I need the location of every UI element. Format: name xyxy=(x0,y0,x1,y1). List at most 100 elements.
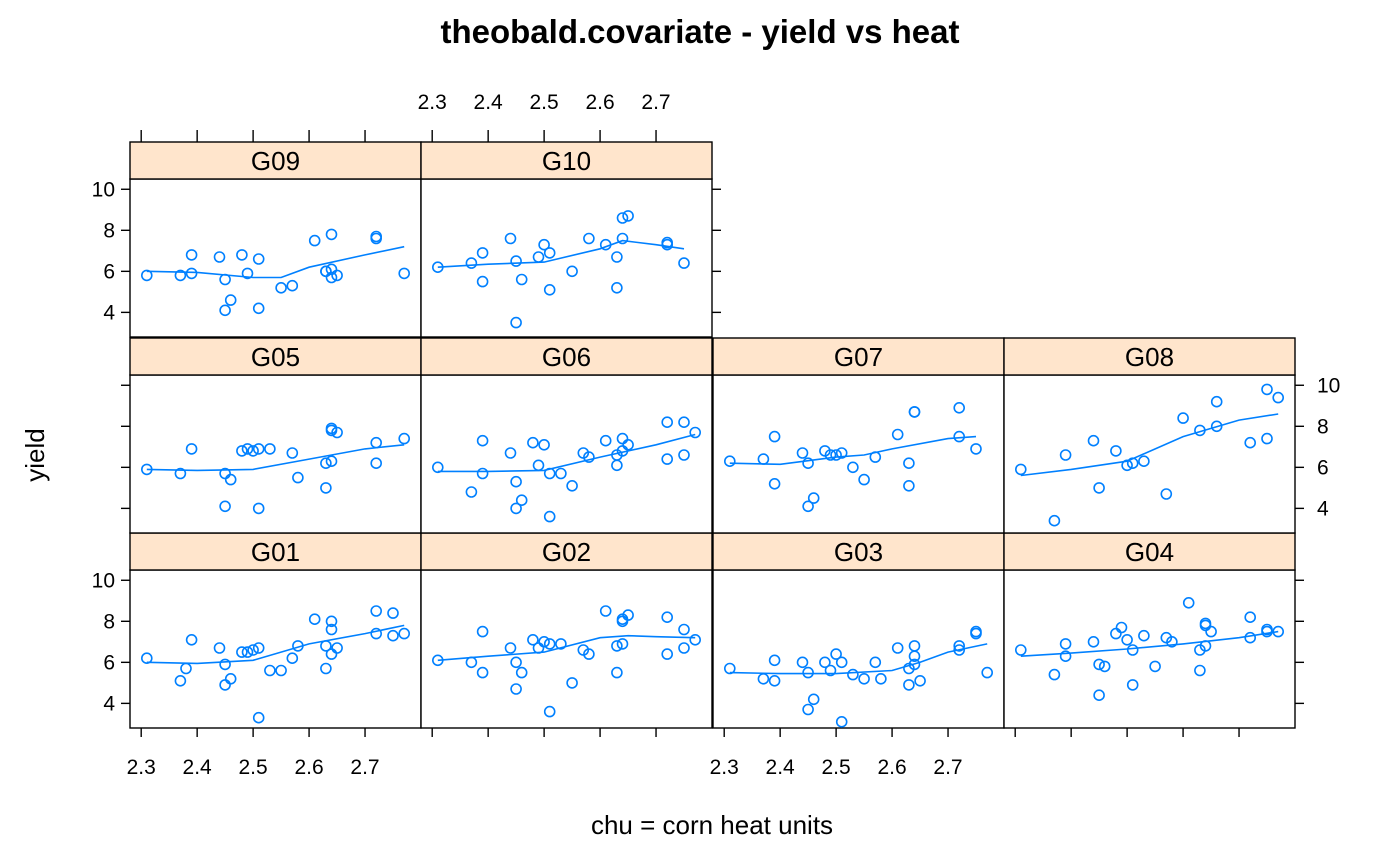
data-point xyxy=(1048,514,1061,527)
data-point xyxy=(504,447,517,459)
data-point xyxy=(538,635,550,648)
data-point xyxy=(869,451,882,463)
data-point xyxy=(308,613,321,626)
panel-g01: G01 2.3 2.4 2.5 2.6 2.7 4 6 8 10 xyxy=(92,532,422,779)
data-point xyxy=(476,434,489,447)
data-point xyxy=(622,609,634,621)
data-point xyxy=(847,461,859,474)
data-point xyxy=(286,652,299,665)
x-tick-label: 2.5 xyxy=(530,91,559,114)
data-point xyxy=(286,279,299,292)
data-point xyxy=(325,455,338,468)
data-point xyxy=(180,662,192,675)
data-point xyxy=(219,304,231,317)
data-point xyxy=(320,662,332,675)
data-point xyxy=(611,640,623,652)
data-point xyxy=(981,666,994,679)
data-point xyxy=(264,664,276,677)
data-point xyxy=(875,672,887,685)
panel-frame xyxy=(1003,374,1296,534)
data-point xyxy=(835,656,848,669)
panel-strip xyxy=(420,532,713,571)
data-point xyxy=(583,451,595,463)
data-point xyxy=(824,449,837,461)
data-point xyxy=(970,627,982,640)
data-point xyxy=(869,656,882,669)
data-point xyxy=(1205,625,1217,638)
data-point xyxy=(331,426,343,439)
data-point xyxy=(398,627,411,640)
data-point xyxy=(1166,635,1178,648)
data-point xyxy=(1261,625,1273,638)
panel-strip xyxy=(712,532,1005,571)
data-point xyxy=(1261,432,1273,445)
strip-label: G09 xyxy=(251,146,300,176)
smooth-line xyxy=(437,634,696,662)
data-point xyxy=(1138,455,1150,468)
data-point xyxy=(1272,625,1284,638)
y-tick-label: 6 xyxy=(103,260,115,283)
data-point xyxy=(431,261,444,274)
data-point xyxy=(689,633,702,646)
data-point xyxy=(504,232,517,245)
data-point xyxy=(802,457,814,470)
data-point xyxy=(320,457,332,470)
data-point xyxy=(802,666,814,679)
data-point xyxy=(599,605,612,617)
y-tick-label: 8 xyxy=(103,219,115,242)
panel-g09: G09 4 6 8 10 xyxy=(92,130,422,338)
x-tick-label: 2.7 xyxy=(641,91,670,114)
data-point xyxy=(796,656,809,669)
data-point xyxy=(465,257,478,269)
data-point xyxy=(611,281,623,294)
data-point xyxy=(1244,631,1256,644)
data-point xyxy=(252,642,265,654)
data-point xyxy=(891,428,904,441)
data-point xyxy=(252,302,265,315)
panel-g03: G03 2.3 2.4 2.5 2.6 2.7 xyxy=(710,532,1005,779)
x-tick-label: 2.3 xyxy=(710,756,739,779)
strip-label: G01 xyxy=(251,537,300,567)
data-point xyxy=(185,633,198,646)
data-point xyxy=(1115,621,1128,634)
data-point xyxy=(510,316,522,329)
panel-frame xyxy=(129,569,422,729)
data-point xyxy=(325,623,338,636)
data-point xyxy=(908,650,921,663)
data-point xyxy=(465,656,478,669)
data-point xyxy=(835,447,848,459)
panel-strip xyxy=(129,337,422,376)
data-point xyxy=(252,502,265,515)
data-point xyxy=(1199,640,1212,652)
data-point xyxy=(185,249,198,261)
data-point xyxy=(325,424,338,437)
data-point xyxy=(185,443,198,455)
data-point xyxy=(858,672,870,685)
data-point xyxy=(532,251,545,263)
y-axis-label: yield xyxy=(20,428,50,481)
y-tick-label: 4 xyxy=(103,301,115,324)
data-point xyxy=(247,644,259,656)
data-point xyxy=(219,273,231,286)
data-point xyxy=(802,703,814,716)
data-point xyxy=(1087,434,1100,447)
data-point xyxy=(1093,658,1105,671)
data-point xyxy=(599,434,612,447)
x-tick-label: 2.6 xyxy=(585,91,614,114)
data-point xyxy=(510,683,522,695)
panel-frame xyxy=(420,374,713,534)
x-tick-label: 2.3 xyxy=(418,91,447,114)
strip-label: G05 xyxy=(251,342,300,372)
data-point xyxy=(847,668,859,681)
data-point xyxy=(1126,457,1139,470)
data-point xyxy=(835,715,848,728)
data-point xyxy=(538,438,550,451)
data-point xyxy=(824,664,837,677)
panel-frame xyxy=(420,178,713,338)
strip-label: G04 xyxy=(1125,537,1174,567)
data-point xyxy=(830,648,842,660)
data-point xyxy=(953,401,966,414)
strip-label: G02 xyxy=(542,537,591,567)
panel-g05: G05 xyxy=(121,337,422,534)
x-tick-label: 2.6 xyxy=(877,756,906,779)
